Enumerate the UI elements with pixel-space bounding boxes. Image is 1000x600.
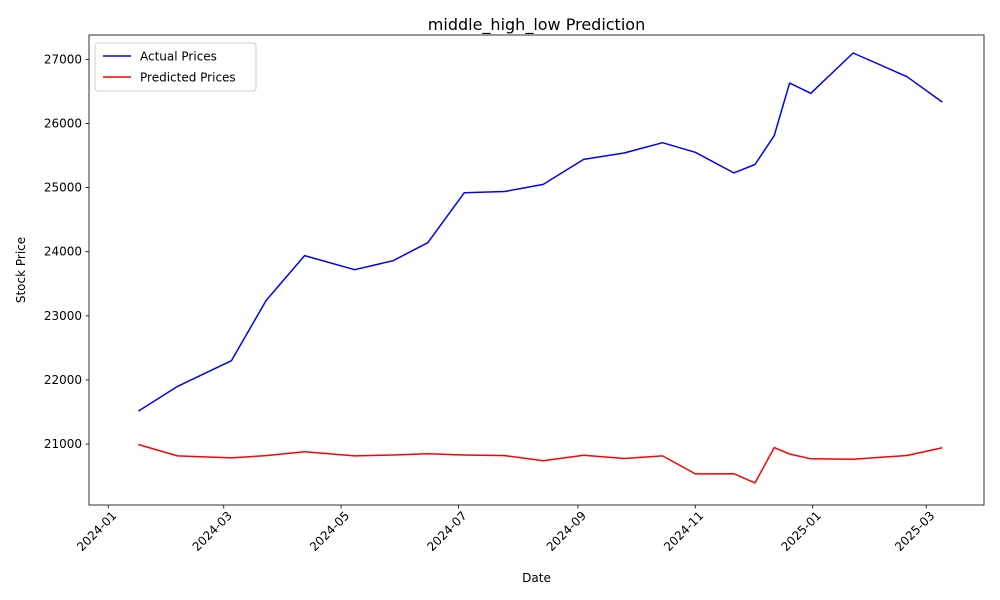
y-axis-label: Stock Price (14, 237, 28, 303)
y-tick-label: 21000 (44, 437, 82, 451)
x-axis-label: Date (522, 571, 551, 585)
legend-label-2: Predicted Prices (140, 71, 236, 85)
y-axis: 21000 22000 23000 24000 25000 26000 27000 (44, 52, 89, 451)
plot-frame (88, 34, 985, 506)
y-tick-label: 22000 (44, 373, 82, 387)
y-tick-label: 24000 (44, 245, 82, 259)
y-tick-label: 23000 (44, 309, 82, 323)
y-tick-label: 26000 (44, 116, 82, 130)
series-line-1 (137, 52, 943, 412)
legend-box (94, 42, 257, 92)
chart-title: middle_high_low Prediction (428, 15, 645, 35)
y-tick-label: 25000 (44, 181, 82, 195)
legend: Actual Prices Predicted Prices (94, 42, 257, 92)
series-layer (137, 52, 943, 484)
y-tick-label: 27000 (44, 52, 82, 66)
series-line-2 (138, 443, 943, 484)
legend-label-1: Actual Prices (140, 50, 217, 64)
